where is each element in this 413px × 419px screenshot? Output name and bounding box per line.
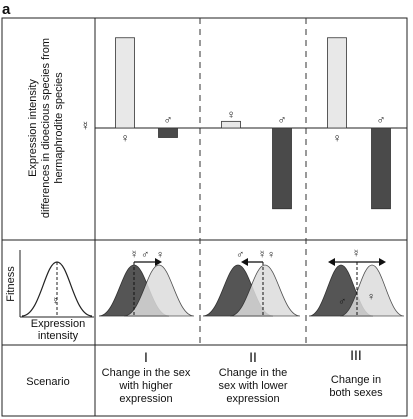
svg-text:Change in the: Change in the bbox=[219, 367, 288, 379]
bar-symbol-III-female: ♀ bbox=[333, 131, 342, 145]
bar-symbol-I-female: ♀ bbox=[121, 131, 130, 145]
svg-text:expression: expression bbox=[226, 393, 279, 405]
bar-II-male bbox=[272, 127, 292, 210]
baseline-herm-symbol: ☿ bbox=[81, 119, 90, 133]
scenario-3: III Change in both sexes bbox=[329, 347, 383, 399]
fitness-inset: ☿ Fitness Expression intensity bbox=[5, 250, 94, 342]
distribution-panel-1: ☿ ♂ ♀ bbox=[98, 249, 195, 317]
inset-herm-symbol: ☿ bbox=[52, 296, 60, 307]
inset-xlabel-2: intensity bbox=[38, 330, 79, 342]
svg-text:expression: expression bbox=[119, 393, 172, 405]
scenario-row-label: Scenario bbox=[26, 376, 69, 388]
p2-male-symbol: ♂ bbox=[236, 249, 244, 261]
distribution-panel-2: ♂ ☿ ♀ bbox=[202, 249, 301, 317]
scenario-2: II Change in the sex with lower expressi… bbox=[218, 349, 287, 405]
bar-symbol-II-male: ♂ bbox=[278, 113, 287, 127]
panel-label: a bbox=[2, 1, 11, 18]
svg-text:I: I bbox=[144, 349, 148, 365]
svg-text:both sexes: both sexes bbox=[329, 387, 383, 399]
bar-symbol-II-female: ♀ bbox=[227, 107, 236, 121]
svg-text:Change in: Change in bbox=[331, 374, 381, 386]
p2-herm-symbol: ☿ bbox=[258, 249, 266, 261]
p3-herm-symbol: ☿ bbox=[352, 248, 360, 260]
svg-text:Expression intensity: Expression intensity bbox=[27, 79, 39, 177]
bar-symbol-III-male: ♂ bbox=[377, 113, 386, 127]
p3-female-symbol: ♀ bbox=[367, 291, 375, 303]
table-grid bbox=[1, 17, 408, 417]
svg-text:with higher: with higher bbox=[118, 380, 173, 392]
bar-I-male bbox=[158, 127, 178, 138]
p1-female-symbol: ♀ bbox=[156, 249, 164, 261]
bar-III-male bbox=[371, 127, 391, 210]
p3-male-symbol: ♂ bbox=[338, 296, 346, 308]
bar-II-female bbox=[221, 120, 241, 129]
bar-symbol-I-male: ♂ bbox=[164, 113, 173, 127]
p1-male-symbol: ♂ bbox=[141, 249, 149, 261]
distribution-panel-3: ☿ ♂ ♀ bbox=[308, 248, 405, 317]
bar-group: ♀ ♂ ♀ ♂ ♀ ♂ bbox=[115, 37, 391, 210]
top-ylabel: Expression intensity differences in dioe… bbox=[27, 38, 65, 218]
bar-I-female bbox=[115, 37, 135, 129]
svg-text:III: III bbox=[350, 347, 362, 363]
p2-female-symbol: ♀ bbox=[267, 249, 275, 261]
svg-text:hermaphrodite species: hermaphrodite species bbox=[53, 72, 65, 184]
svg-text:II: II bbox=[249, 349, 257, 365]
p1-herm-symbol: ☿ bbox=[130, 249, 138, 261]
bar-III-female bbox=[327, 37, 347, 129]
scenario-1: I Change in the sex with higher expressi… bbox=[102, 349, 191, 405]
svg-text:Change in the sex: Change in the sex bbox=[102, 367, 191, 379]
fitness-ylabel: Fitness bbox=[5, 266, 17, 302]
inset-xlabel-1: Expression bbox=[31, 318, 85, 330]
svg-text:sex with lower: sex with lower bbox=[218, 380, 287, 392]
svg-text:differences in dioecious speci: differences in dioecious species from bbox=[40, 38, 52, 218]
